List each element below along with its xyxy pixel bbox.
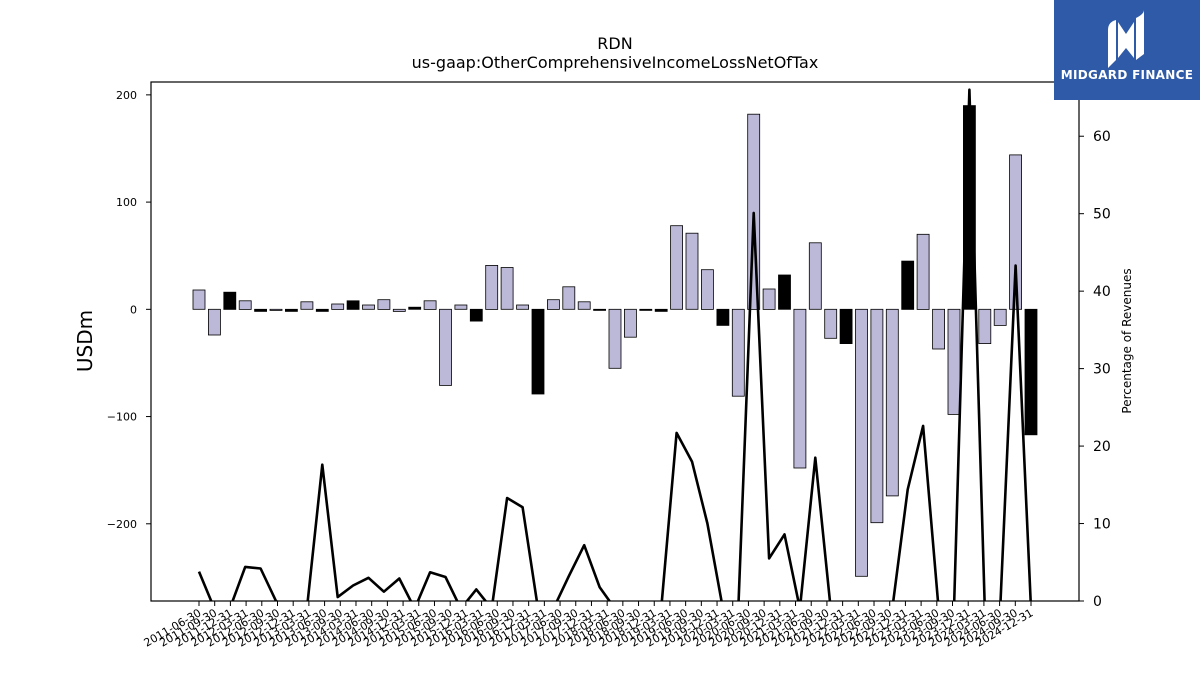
y2-tick-label: 0: [1093, 594, 1102, 610]
bar: [238, 300, 252, 310]
y-tick-label: 0: [130, 303, 137, 316]
bar: [670, 225, 683, 310]
y-tick-label: −200: [107, 518, 137, 531]
bar: [654, 308, 668, 312]
bar: [701, 269, 714, 310]
bar: [423, 300, 437, 310]
bar: [377, 299, 391, 310]
bar: [392, 308, 406, 312]
x-axis: 2011-06-302011-09-302011-12-312012-03-31…: [142, 601, 1036, 650]
bar: [516, 304, 529, 310]
chart-title: RDN: [597, 34, 632, 53]
y2-tick-label: 60: [1093, 129, 1111, 145]
midgard-finance-logo: MIDGARD FINANCE: [1054, 0, 1200, 100]
bar: [408, 306, 422, 310]
logo-mark-icon: [1108, 10, 1144, 68]
bar: [901, 260, 915, 310]
pct-revenue-line: [197, 88, 1032, 601]
bar: [870, 308, 884, 524]
bar: [593, 308, 606, 311]
bar: [346, 300, 360, 310]
bar: [685, 232, 699, 310]
y2-tick-label: 10: [1093, 517, 1111, 533]
bar: [778, 274, 791, 310]
bar: [454, 304, 468, 310]
bar: [731, 308, 745, 397]
y-tick-label: 100: [116, 196, 137, 209]
bar: [315, 308, 329, 312]
bar: [808, 242, 822, 310]
bar: [885, 308, 899, 497]
bar: [947, 308, 961, 415]
bar: [331, 303, 345, 310]
bar: [978, 308, 992, 344]
plot-frame: [150, 81, 1080, 602]
logo-text: MIDGARD FINANCE: [1060, 68, 1194, 82]
bar: [192, 289, 206, 310]
y2-tick-label: 50: [1093, 207, 1111, 223]
bar: [547, 299, 560, 310]
line-layer: [197, 88, 1032, 601]
y-tick-label: 200: [116, 89, 137, 102]
bar: [716, 308, 730, 326]
bar: [269, 308, 283, 311]
right-axis: 0 10 20 30 40 50 60: [1079, 129, 1111, 610]
y2-tick-label: 20: [1093, 439, 1111, 455]
bar: [500, 267, 514, 310]
bar: [793, 308, 807, 469]
bar: [916, 233, 930, 310]
bar: [855, 308, 868, 577]
y2-tick-label: 40: [1093, 284, 1111, 300]
bar: [284, 308, 298, 312]
y-tick-label: −100: [107, 411, 137, 424]
bar: [207, 308, 221, 336]
bar: [1009, 154, 1022, 310]
bar: [439, 308, 452, 386]
bar: [531, 308, 545, 395]
bar: [608, 308, 622, 369]
chart-subtitle: us-gaap:OtherComprehensiveIncomeLossNetO…: [412, 53, 819, 72]
bar: [824, 308, 838, 339]
bar: [639, 308, 653, 311]
bar: [254, 308, 268, 312]
bar: [932, 308, 945, 350]
y2-axis-label: Percentage of Revenues: [1120, 268, 1134, 413]
bar: [485, 264, 499, 310]
bar: [300, 301, 314, 310]
bar: [562, 286, 576, 310]
bar: [362, 304, 375, 310]
y2-tick-label: 30: [1093, 362, 1111, 378]
bars-layer: [192, 105, 1038, 577]
bar: [469, 308, 483, 322]
bar: [839, 308, 853, 344]
bar: [577, 301, 591, 310]
bar: [223, 291, 237, 310]
y-axis-label: USDm: [73, 310, 97, 372]
bar: [624, 308, 637, 338]
bar: [1024, 308, 1038, 436]
bar: [993, 308, 1007, 326]
left-axis: −200 −100 0 100 200: [107, 89, 151, 531]
bar: [762, 288, 776, 310]
